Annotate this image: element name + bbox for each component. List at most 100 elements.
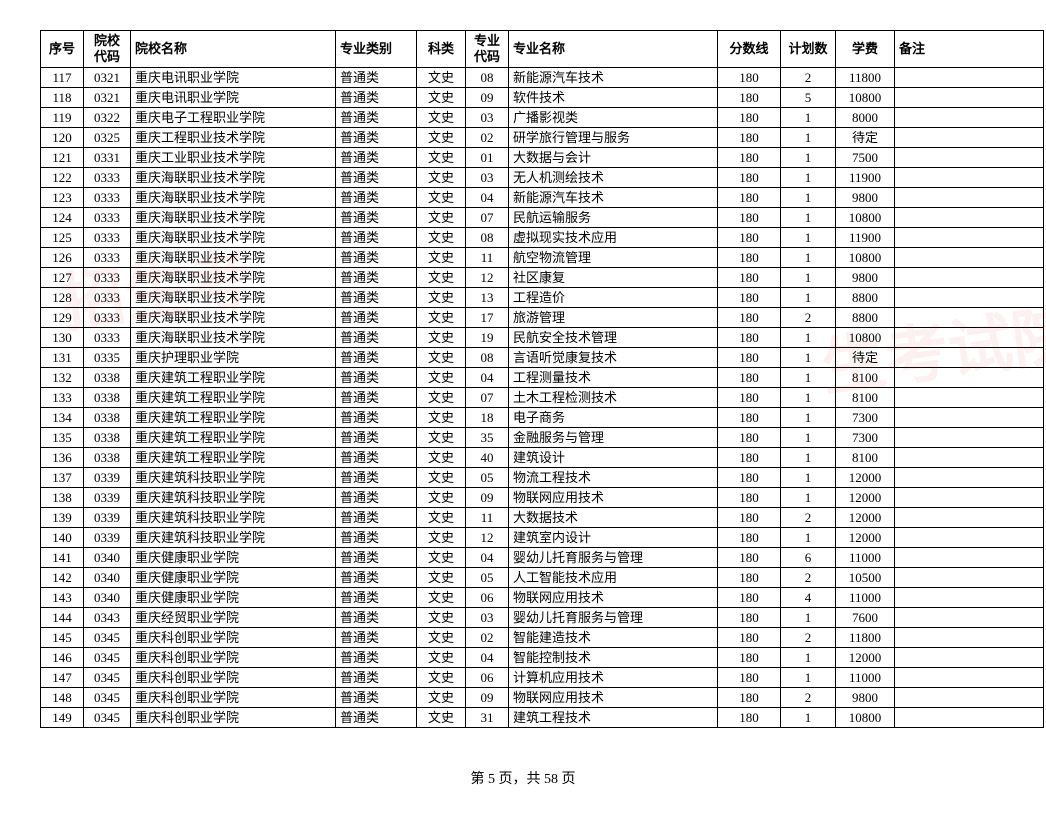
table-row: 1470345重庆科创职业学院普通类文史06计算机应用技术180111000 [41,668,1044,688]
table-cell: 文史 [417,128,466,148]
table-cell: 180 [718,668,781,688]
table-cell: 1 [781,228,836,248]
table-cell: 普通类 [336,488,417,508]
table-cell: 09 [466,488,509,508]
table-cell: 普通类 [336,168,417,188]
table-cell: 9800 [836,688,895,708]
table-cell: 重庆护理职业学院 [131,348,336,368]
table-row: 1350338重庆建筑工程职业学院普通类文史35金融服务与管理18017300 [41,428,1044,448]
table-cell: 12000 [836,468,895,488]
table-cell: 11000 [836,548,895,568]
table-row: 1310335重庆护理职业学院普通类文史08言语听觉康复技术1801待定 [41,348,1044,368]
table-cell: 重庆电讯职业学院 [131,68,336,88]
table-cell: 0335 [84,348,131,368]
table-cell: 05 [466,568,509,588]
table-cell: 2 [781,308,836,328]
table-cell: 180 [718,328,781,348]
table-cell: 重庆健康职业学院 [131,568,336,588]
table-cell: 重庆建筑科技职业学院 [131,528,336,548]
table-cell: 180 [718,148,781,168]
table-cell: 重庆科创职业学院 [131,628,336,648]
table-cell: 180 [718,68,781,88]
table-cell: 19 [466,328,509,348]
table-cell: 180 [718,408,781,428]
table-cell: 0340 [84,588,131,608]
table-cell: 普通类 [336,248,417,268]
table-cell: 180 [718,588,781,608]
table-cell: 138 [41,488,84,508]
table-cell: 117 [41,68,84,88]
table-cell [895,548,1044,568]
table-cell [895,668,1044,688]
table-cell: 119 [41,108,84,128]
table-row: 1290333重庆海联职业技术学院普通类文史17旅游管理18028800 [41,308,1044,328]
table-cell: 重庆工业职业技术学院 [131,148,336,168]
table-cell: 1 [781,528,836,548]
table-cell: 智能控制技术 [509,648,718,668]
table-row: 1490345重庆科创职业学院普通类文史31建筑工程技术180110800 [41,708,1044,728]
table-cell: 重庆海联职业技术学院 [131,328,336,348]
table-cell: 180 [718,128,781,148]
table-cell [895,528,1044,548]
table-row: 1360338重庆建筑工程职业学院普通类文史40建筑设计18018100 [41,448,1044,468]
table-cell: 1 [781,348,836,368]
table-cell: 08 [466,348,509,368]
table-cell: 智能建造技术 [509,628,718,648]
table-cell [895,388,1044,408]
table-cell: 重庆电讯职业学院 [131,88,336,108]
table-cell: 虚拟现实技术应用 [509,228,718,248]
table-cell: 146 [41,648,84,668]
table-cell: 180 [718,368,781,388]
table-cell: 137 [41,468,84,488]
table-cell: 重庆建筑工程职业学院 [131,448,336,468]
table-cell: 文史 [417,588,466,608]
table-cell: 1 [781,668,836,688]
table-cell: 金融服务与管理 [509,428,718,448]
table-cell: 0333 [84,328,131,348]
col-header-fee: 学费 [836,31,895,68]
table-cell: 文史 [417,88,466,108]
table-cell: 148 [41,688,84,708]
table-cell: 130 [41,328,84,348]
table-cell: 文史 [417,548,466,568]
table-cell: 重庆海联职业技术学院 [131,228,336,248]
table-cell: 普通类 [336,328,417,348]
table-cell [895,228,1044,248]
table-cell: 10800 [836,328,895,348]
table-cell: 134 [41,408,84,428]
table-row: 1230333重庆海联职业技术学院普通类文史04新能源汽车技术18019800 [41,188,1044,208]
table-cell: 8100 [836,388,895,408]
col-header-note: 备注 [895,31,1044,68]
table-cell: 129 [41,308,84,328]
table-cell: 10500 [836,568,895,588]
table-row: 1410340重庆健康职业学院普通类文史04婴幼儿托育服务与管理18061100… [41,548,1044,568]
table-cell: 工程测量技术 [509,368,718,388]
table-row: 1420340重庆健康职业学院普通类文史05人工智能技术应用180210500 [41,568,1044,588]
table-cell: 06 [466,588,509,608]
table-cell: 普通类 [336,568,417,588]
table-cell: 1 [781,488,836,508]
table-cell [895,368,1044,388]
table-row: 1450345重庆科创职业学院普通类文史02智能建造技术180211800 [41,628,1044,648]
col-header-score: 分数线 [718,31,781,68]
table-row: 1210331重庆工业职业技术学院普通类文史01大数据与会计18017500 [41,148,1044,168]
table-cell [895,588,1044,608]
table-cell: 人工智能技术应用 [509,568,718,588]
table-cell: 文史 [417,168,466,188]
table-cell: 普通类 [336,288,417,308]
table-row: 1330338重庆建筑工程职业学院普通类文史07土木工程检测技术18018100 [41,388,1044,408]
table-row: 1270333重庆海联职业技术学院普通类文史12社区康复18019800 [41,268,1044,288]
table-cell: 0333 [84,248,131,268]
table-cell: 2 [781,688,836,708]
table-cell: 01 [466,148,509,168]
col-header-category: 专业类别 [336,31,417,68]
table-cell: 0339 [84,488,131,508]
table-cell: 180 [718,468,781,488]
table-cell: 重庆建筑工程职业学院 [131,368,336,388]
table-cell: 重庆经贸职业学院 [131,608,336,628]
table-cell: 0338 [84,368,131,388]
table-cell: 重庆海联职业技术学院 [131,248,336,268]
table-cell: 工程造价 [509,288,718,308]
table-cell: 待定 [836,128,895,148]
table-cell: 180 [718,428,781,448]
